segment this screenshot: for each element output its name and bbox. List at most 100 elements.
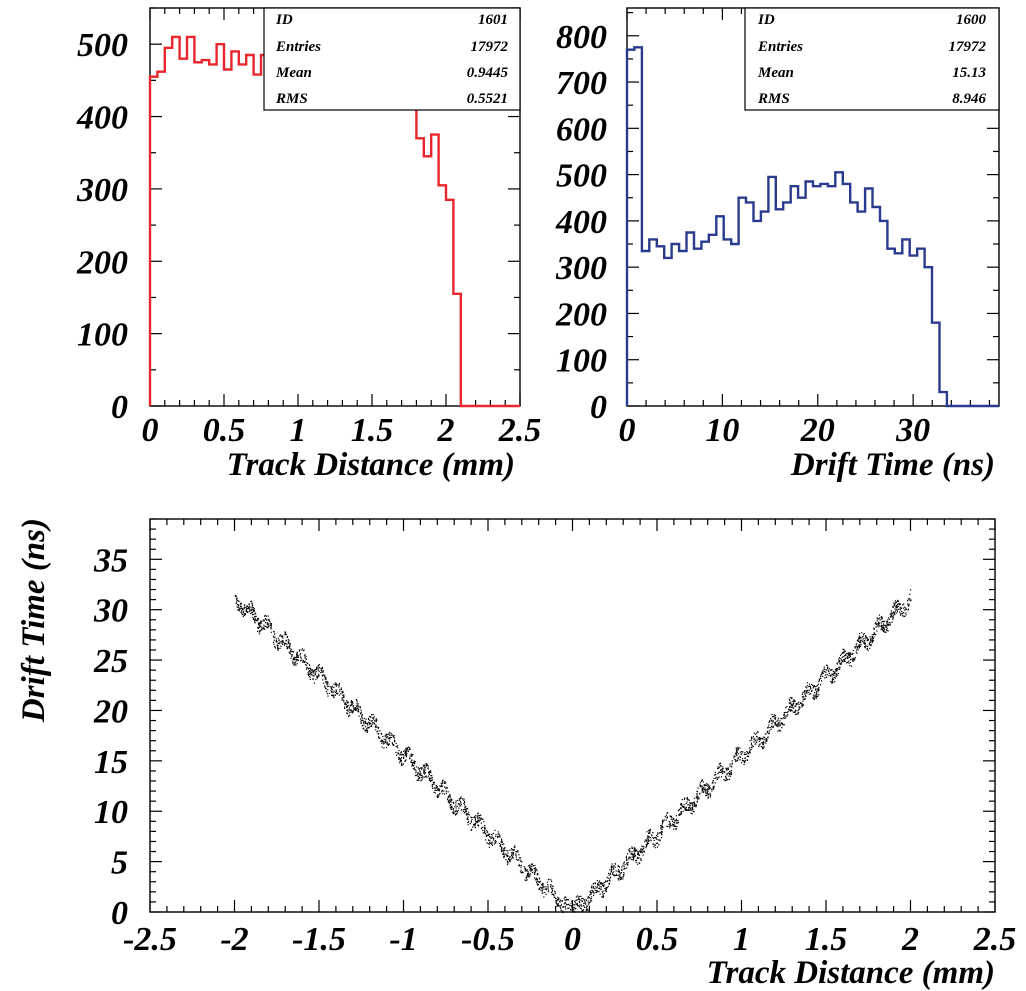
scatter-point bbox=[302, 660, 304, 663]
scatter-point bbox=[390, 734, 392, 736]
scatter-point bbox=[405, 754, 407, 756]
scatter-point bbox=[831, 680, 833, 682]
scatter-point bbox=[639, 850, 641, 852]
scatter-point bbox=[396, 745, 399, 747]
scatter-point bbox=[805, 695, 807, 698]
scatter-point bbox=[859, 642, 862, 644]
scatter-point bbox=[351, 710, 353, 713]
scatter-point bbox=[673, 822, 676, 824]
scatter-point bbox=[885, 631, 887, 633]
scatter-point bbox=[488, 833, 490, 835]
scatter-point bbox=[772, 721, 774, 723]
scatter-point bbox=[525, 876, 528, 878]
scatter-point bbox=[321, 671, 323, 673]
scatter-point bbox=[849, 665, 851, 667]
scatter-point bbox=[749, 749, 751, 751]
scatter-point bbox=[307, 672, 309, 674]
scatter-point bbox=[276, 641, 278, 643]
scatter-point bbox=[440, 786, 442, 788]
scatter-point bbox=[547, 885, 549, 887]
scatter-point bbox=[633, 850, 635, 852]
scatter-point bbox=[491, 841, 493, 843]
scatter-point bbox=[787, 711, 789, 713]
scatter-point bbox=[600, 888, 602, 890]
scatter-point bbox=[739, 751, 742, 753]
scatter-point bbox=[742, 751, 744, 753]
scatter-point bbox=[680, 811, 682, 813]
scatter-point bbox=[526, 873, 529, 875]
scatter-point bbox=[744, 754, 746, 756]
scatter-point bbox=[391, 734, 393, 736]
scatter-point bbox=[691, 802, 694, 804]
scatter-point bbox=[334, 694, 336, 696]
scatter-point bbox=[633, 857, 635, 859]
scatter-point bbox=[660, 828, 662, 830]
scatter-point bbox=[605, 881, 607, 883]
scatter-point bbox=[648, 832, 650, 834]
scatter-point bbox=[257, 623, 260, 625]
scatter-point bbox=[797, 702, 799, 704]
scatter-point bbox=[771, 726, 773, 728]
scatter-point bbox=[470, 816, 472, 818]
scatter-point bbox=[397, 757, 400, 759]
scatter-point bbox=[629, 848, 631, 850]
scatter-point bbox=[263, 628, 265, 630]
scatter-point bbox=[657, 835, 659, 837]
scatter-point bbox=[894, 608, 896, 610]
scatter-point bbox=[907, 600, 909, 602]
scatter-point bbox=[352, 710, 354, 712]
scatter-point bbox=[466, 818, 468, 820]
scatter-point bbox=[680, 810, 682, 813]
scatter-point bbox=[397, 752, 399, 754]
scatter-point bbox=[630, 853, 632, 855]
scatter-point bbox=[389, 737, 391, 739]
scatter-point bbox=[900, 607, 903, 609]
scatter-point bbox=[611, 863, 613, 865]
scatter-point bbox=[845, 654, 847, 656]
scatter-point bbox=[293, 662, 295, 664]
scatter-point bbox=[511, 852, 513, 854]
scatter-point bbox=[853, 658, 855, 661]
scatter-point bbox=[835, 670, 837, 672]
scatter-point bbox=[490, 833, 492, 836]
scatter-point bbox=[609, 877, 611, 879]
scatter-point bbox=[466, 814, 468, 816]
scatter-point bbox=[810, 687, 812, 689]
scatter-point bbox=[793, 700, 795, 702]
scatter-point bbox=[862, 635, 864, 638]
scatter-point bbox=[571, 906, 573, 908]
scatter-point bbox=[492, 832, 494, 834]
scatter-point bbox=[899, 603, 902, 605]
scatter-point bbox=[400, 751, 402, 753]
scatter-x-tick-labels: -2.5 -2 -1.5 -1 -0.5 0 0.5 1 1.5 2 2.5 bbox=[123, 921, 1016, 958]
scatter-point bbox=[459, 805, 461, 807]
scatter-point bbox=[882, 629, 884, 631]
scatter-point bbox=[680, 804, 682, 806]
scatter-point bbox=[716, 776, 718, 778]
scatter-point bbox=[527, 872, 529, 874]
scatter-point bbox=[678, 808, 680, 810]
scatter-point bbox=[480, 817, 483, 819]
scatter-point bbox=[647, 835, 649, 837]
scatter-point bbox=[551, 890, 553, 892]
scatter-point bbox=[507, 855, 509, 857]
scatter-point bbox=[503, 852, 505, 854]
scatter-point bbox=[254, 618, 256, 620]
scatter-point bbox=[312, 672, 314, 674]
scatter-point bbox=[535, 877, 537, 879]
scatter-point bbox=[358, 715, 360, 717]
scatter-point bbox=[601, 896, 603, 898]
scatter-point bbox=[642, 848, 644, 850]
scatter-point bbox=[838, 661, 840, 663]
scatter-point bbox=[813, 692, 816, 694]
scatter-point bbox=[525, 868, 527, 870]
scatter-point bbox=[615, 870, 617, 872]
scatter-point bbox=[597, 882, 599, 884]
scatter-point bbox=[439, 792, 441, 795]
scatter-point bbox=[495, 835, 497, 838]
scatter-point bbox=[493, 843, 495, 845]
scatter-point bbox=[671, 825, 673, 827]
scatter-point bbox=[697, 795, 699, 797]
scatter-point bbox=[580, 908, 582, 910]
y-tick-label: 500 bbox=[556, 158, 607, 195]
